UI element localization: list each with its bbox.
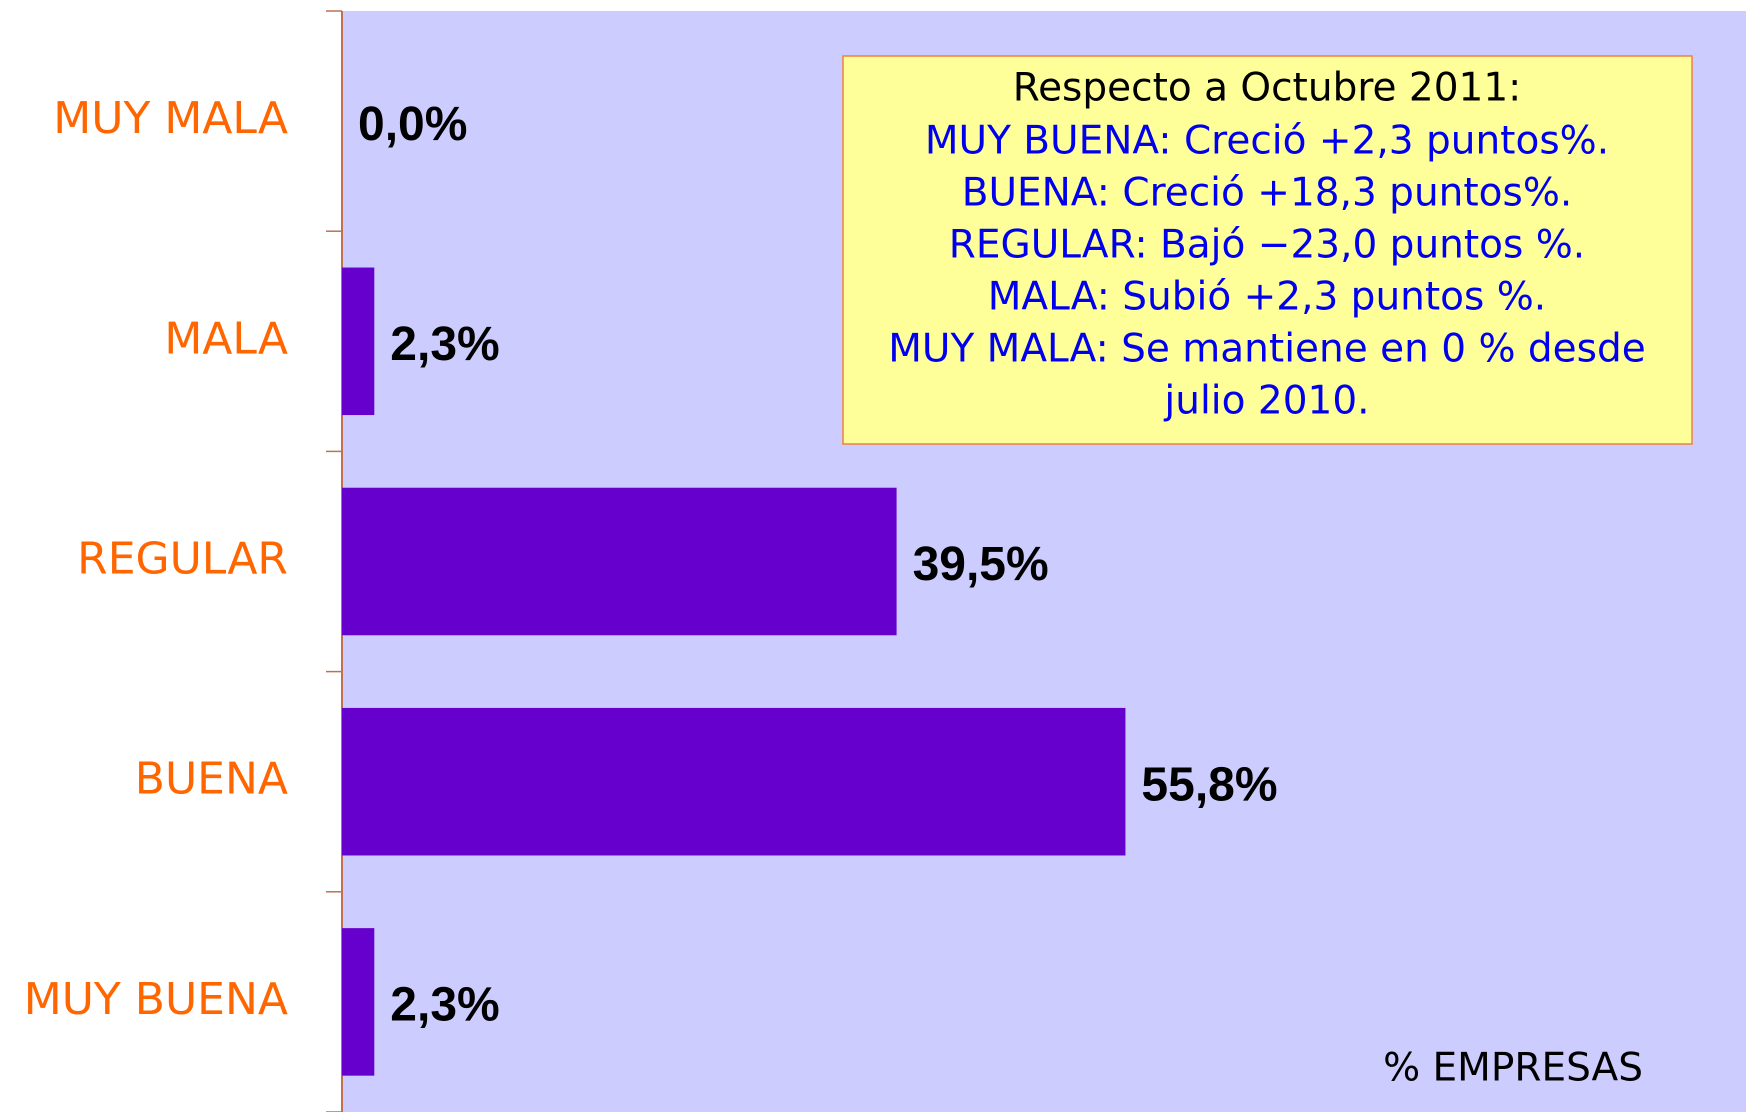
annotation-line: REGULAR: Bajó −23,0 puntos %. (949, 223, 1585, 268)
annotation-line: MALA: Subió +2,3 puntos %. (988, 275, 1546, 320)
value-label: 2,3% (390, 979, 499, 1032)
annotation-line: julio 2010. (1163, 379, 1369, 424)
y-tick-label: MALA (164, 313, 288, 364)
annotation-line: MUY MALA: Se mantiene en 0 % desde (888, 327, 1645, 372)
y-tick-label: MUY MALA (53, 93, 288, 144)
y-tick-label: REGULAR (77, 534, 288, 585)
bar (342, 267, 375, 416)
annotation-box (842, 55, 1693, 445)
annotation-title: Respecto a Octubre 2011: (1013, 66, 1522, 111)
y-tick-label: MUY BUENA (24, 974, 288, 1025)
bar (342, 487, 897, 636)
value-label: 0,0% (358, 98, 467, 151)
value-label: 39,5% (913, 538, 1049, 591)
value-label: 2,3% (390, 318, 499, 371)
y-tick-label: BUENA (135, 754, 288, 805)
bar (342, 928, 375, 1076)
annotation-line: BUENA: Creció +18,3 puntos%. (962, 171, 1573, 216)
x-axis-label: % EMPRESAS (1383, 1046, 1643, 1091)
bar (342, 707, 1126, 856)
annotation-line: MUY BUENA: Creció +2,3 puntos%. (925, 119, 1609, 164)
value-label: 55,8% (1141, 758, 1277, 811)
